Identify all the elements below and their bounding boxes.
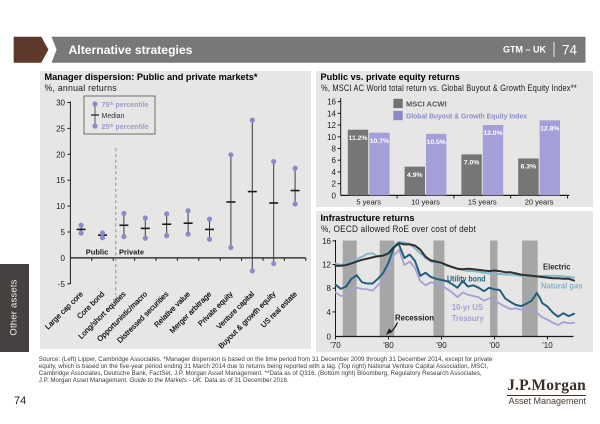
svg-text:Median: Median (102, 113, 125, 120)
svg-text:30: 30 (56, 99, 65, 108)
svg-text:15 years: 15 years (468, 198, 497, 207)
svg-text:0: 0 (61, 254, 66, 263)
svg-text:'80: '80 (383, 341, 394, 350)
svg-text:16: 16 (327, 98, 336, 107)
svg-text:Private: Private (119, 248, 144, 257)
svg-text:10 years: 10 years (411, 198, 440, 207)
svg-text:12.8%: 12.8% (540, 126, 559, 133)
svg-text:Electric: Electric (543, 263, 571, 272)
svg-text:'10: '10 (542, 341, 553, 350)
svg-text:6.3%: 6.3% (521, 164, 537, 171)
svg-text:10.7%: 10.7% (370, 138, 389, 145)
svg-text:2: 2 (332, 180, 337, 189)
svg-text:Recession: Recession (395, 314, 434, 323)
svg-text:4: 4 (332, 168, 337, 177)
svg-text:12: 12 (322, 261, 331, 270)
svg-text:20: 20 (56, 150, 65, 159)
svg-text:Utility bond: Utility bond (447, 275, 486, 284)
svg-text:Global Buyout & Growth Equity: Global Buyout & Growth Equity Index (406, 111, 528, 120)
svg-text:20 years: 20 years (525, 198, 554, 207)
svg-text:GTM – UK: GTM – UK (503, 45, 547, 55)
svg-text:10: 10 (327, 133, 336, 142)
svg-text:12: 12 (327, 121, 336, 130)
svg-text:15: 15 (56, 176, 65, 185)
svg-text:5 years: 5 years (356, 198, 381, 207)
svg-text:5: 5 (61, 228, 66, 237)
svg-text:'90: '90 (436, 341, 447, 350)
svg-text:11.2%: 11.2% (349, 135, 368, 142)
svg-text:-5: -5 (58, 280, 66, 289)
svg-text:10-yr US: 10-yr US (452, 303, 484, 312)
svg-text:75th percentile: 75th percentile (102, 101, 149, 109)
svg-text:16: 16 (322, 237, 331, 246)
svg-text:Natural gas: Natural gas (541, 282, 583, 291)
svg-text:10: 10 (56, 202, 65, 211)
svg-text:7.0%: 7.0% (464, 160, 480, 167)
svg-text:12.0%: 12.0% (483, 130, 502, 137)
svg-text:8: 8 (332, 145, 337, 154)
svg-text:4: 4 (327, 308, 332, 317)
svg-text:6: 6 (332, 156, 337, 165)
svg-text:MSCI ACWI: MSCI ACWI (406, 99, 447, 108)
svg-text:'70: '70 (330, 341, 341, 350)
svg-text:8: 8 (327, 284, 332, 293)
svg-text:10.5%: 10.5% (427, 139, 446, 146)
svg-text:0: 0 (327, 333, 332, 342)
svg-text:Alternative strategies: Alternative strategies (69, 43, 193, 57)
svg-text:25th percentile: 25th percentile (102, 123, 149, 131)
svg-text:25: 25 (56, 124, 65, 133)
svg-text:Treasury: Treasury (452, 314, 485, 323)
svg-text:0: 0 (332, 191, 337, 200)
svg-text:Public: Public (86, 248, 109, 257)
svg-text:14: 14 (327, 109, 336, 118)
svg-text:74: 74 (562, 43, 578, 58)
svg-text:4.9%: 4.9% (407, 172, 423, 179)
svg-text:'00: '00 (489, 341, 500, 350)
